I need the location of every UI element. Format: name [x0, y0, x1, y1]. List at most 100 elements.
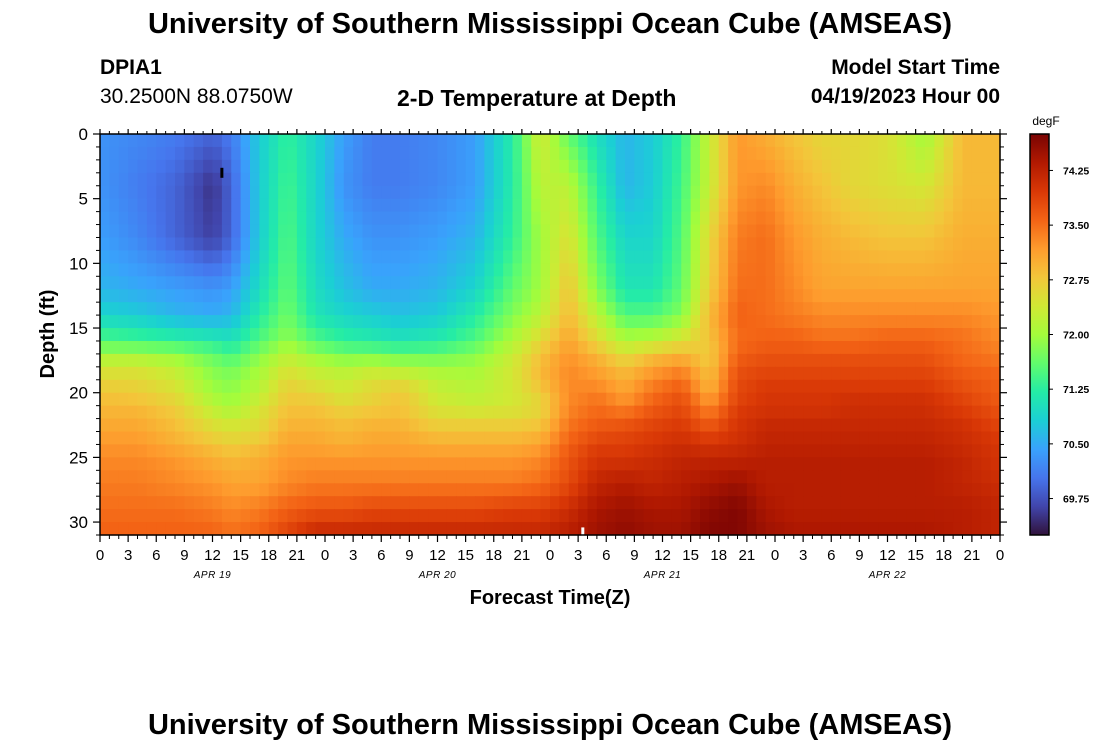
heatmap-cell [146, 418, 157, 433]
heatmap-cell [409, 289, 420, 303]
heatmap-cell [831, 328, 842, 342]
heatmap-cell [803, 366, 814, 381]
heatmap-cell [531, 418, 542, 433]
heatmap-cell [831, 522, 842, 536]
heatmap-cell [418, 496, 429, 510]
heatmap-cell [690, 250, 701, 264]
heatmap-cell [906, 418, 917, 433]
heatmap-cell [681, 211, 692, 226]
heatmap-cell [221, 302, 232, 316]
heatmap-cell [193, 392, 204, 407]
heatmap-cell [240, 379, 251, 394]
heatmap-cell [737, 353, 748, 368]
heatmap-cell [990, 185, 1001, 200]
heatmap-cell [371, 289, 382, 303]
heatmap-cell [775, 250, 785, 264]
heatmap-cell [231, 405, 242, 420]
heatmap-cell [578, 198, 589, 213]
heatmap-cell [325, 340, 335, 355]
heatmap-cell [128, 353, 139, 368]
x-tick-label: 3 [574, 547, 582, 564]
heatmap-cell [503, 522, 514, 536]
heatmap-cell [709, 405, 720, 420]
heatmap-cell [100, 340, 110, 355]
heatmap-cell [146, 146, 157, 161]
heatmap-cell [250, 289, 260, 303]
heatmap-cell [981, 237, 992, 252]
heatmap-cell [146, 263, 157, 277]
heatmap-cell [212, 379, 223, 394]
heatmap-cell [737, 185, 748, 200]
heatmap-cell [193, 328, 204, 342]
heatmap-cell [615, 211, 626, 226]
heatmap-cell [962, 198, 973, 213]
heatmap-cell [371, 211, 382, 226]
heatmap-cell [962, 509, 973, 523]
heatmap-cell [859, 185, 870, 200]
heatmap-cell [850, 444, 860, 458]
heatmap-cell [475, 134, 485, 148]
heatmap-cell [746, 366, 757, 381]
heatmap-cell [746, 470, 757, 484]
heatmap-cell [746, 198, 757, 213]
heatmap-cell [409, 172, 420, 187]
heatmap-cell [212, 289, 223, 303]
heatmap-cell [587, 483, 598, 497]
heatmap-cell [625, 366, 635, 381]
heatmap-cell [700, 211, 710, 226]
heatmap-cell [475, 172, 485, 187]
heatmap-cell [831, 198, 842, 213]
heatmap-cell [868, 134, 879, 148]
heatmap-cell [840, 263, 851, 277]
heatmap-cell [137, 211, 148, 226]
heatmap-cell [240, 431, 251, 446]
heatmap-cell [953, 496, 964, 510]
heatmap-cell [756, 315, 767, 329]
heatmap-cell [709, 134, 720, 148]
heatmap-cell [512, 470, 523, 484]
heatmap-cell [625, 405, 635, 420]
heatmap-cell [943, 224, 954, 239]
heatmap-cell [156, 496, 167, 510]
heatmap-cell [109, 392, 120, 407]
heatmap-cell [803, 289, 814, 303]
heatmap-cell [400, 353, 410, 368]
heatmap-cell [990, 483, 1001, 497]
heatmap-cell [775, 353, 785, 368]
heatmap-cell [437, 146, 448, 161]
heatmap-cell [128, 470, 139, 484]
heatmap-cell [381, 457, 392, 471]
heatmap-cell [390, 172, 401, 187]
heatmap-cell [925, 302, 935, 316]
heatmap-cell [296, 431, 307, 446]
heatmap-cell [568, 250, 579, 264]
heatmap-cell [100, 172, 110, 187]
heatmap-cell [446, 134, 457, 148]
heatmap-cell [718, 289, 729, 303]
heatmap-cell [990, 366, 1001, 381]
heatmap-cell [728, 185, 739, 200]
heatmap-cell [615, 470, 626, 484]
heatmap-cell [437, 353, 448, 368]
heatmap-cell [371, 198, 382, 213]
heatmap-cell [878, 522, 889, 536]
heatmap-cell [531, 444, 542, 458]
heatmap-cell [728, 470, 739, 484]
heatmap-cell [765, 276, 776, 290]
heatmap-cell [906, 159, 917, 174]
heatmap-cell [784, 405, 795, 420]
heatmap-cell [737, 470, 748, 484]
heatmap-cell [981, 366, 992, 381]
heatmap-cell [493, 185, 504, 200]
heatmap-cell [550, 211, 560, 226]
heatmap-cell [221, 496, 232, 510]
heatmap-cell [325, 146, 335, 161]
heatmap-cell [446, 146, 457, 161]
heatmap-cell [231, 146, 242, 161]
heatmap-cell [371, 328, 382, 342]
heatmap-cell [184, 172, 195, 187]
heatmap-cell [625, 250, 635, 264]
heatmap-cell [821, 366, 832, 381]
heatmap-cell [512, 289, 523, 303]
heatmap-cell [568, 224, 579, 239]
